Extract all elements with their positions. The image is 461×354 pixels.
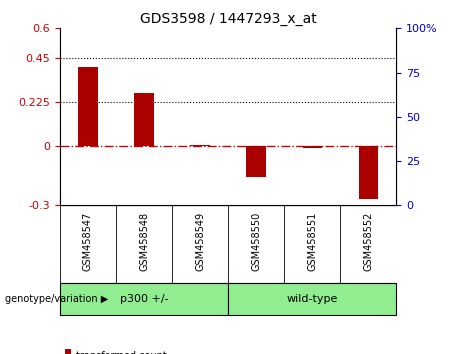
Point: [84, 31, 92, 36]
Text: GSM458551: GSM458551: [307, 212, 317, 271]
Text: GSM458552: GSM458552: [363, 212, 373, 271]
Point: [253, 179, 260, 185]
Text: GSM458549: GSM458549: [195, 212, 205, 271]
Bar: [60, 283, 228, 315]
Bar: [247, 146, 266, 177]
Title: GDS3598 / 1447293_x_at: GDS3598 / 1447293_x_at: [140, 12, 317, 26]
Text: wild-type: wild-type: [287, 294, 338, 304]
Bar: [78, 67, 98, 146]
Text: genotype/variation ▶: genotype/variation ▶: [5, 294, 108, 304]
Text: GSM458547: GSM458547: [83, 212, 93, 271]
Text: transformed count: transformed count: [76, 351, 167, 354]
Point: [140, 38, 148, 44]
Bar: [359, 146, 378, 199]
Point: [196, 137, 204, 143]
Bar: [134, 93, 154, 146]
Bar: [228, 283, 396, 315]
Point: [309, 164, 316, 169]
Bar: [302, 146, 322, 148]
Text: GSM458550: GSM458550: [251, 212, 261, 271]
Text: p300 +/-: p300 +/-: [120, 294, 168, 304]
Point: [365, 190, 372, 196]
Text: GSM458548: GSM458548: [139, 212, 149, 271]
Bar: [190, 145, 210, 146]
